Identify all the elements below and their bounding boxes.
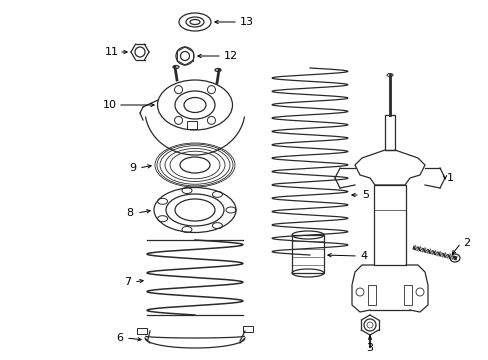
- Text: 13: 13: [240, 17, 253, 27]
- Text: 4: 4: [359, 251, 366, 261]
- Bar: [384, 115, 394, 150]
- Bar: [137, 328, 147, 334]
- Text: 1: 1: [446, 173, 453, 183]
- Bar: [367, 285, 375, 305]
- Text: 8: 8: [126, 208, 133, 218]
- Text: 3: 3: [366, 343, 373, 353]
- Text: 9: 9: [129, 163, 136, 173]
- Text: 5: 5: [361, 190, 368, 200]
- Bar: [403, 285, 411, 305]
- Bar: [186, 121, 197, 129]
- Text: 2: 2: [462, 238, 469, 248]
- Text: 7: 7: [124, 277, 131, 287]
- Text: 12: 12: [224, 51, 238, 61]
- Text: 6: 6: [116, 333, 123, 343]
- Text: 10: 10: [103, 100, 117, 110]
- Bar: [373, 185, 405, 265]
- Bar: [291, 235, 324, 273]
- Bar: [243, 326, 252, 332]
- Text: 11: 11: [105, 47, 119, 57]
